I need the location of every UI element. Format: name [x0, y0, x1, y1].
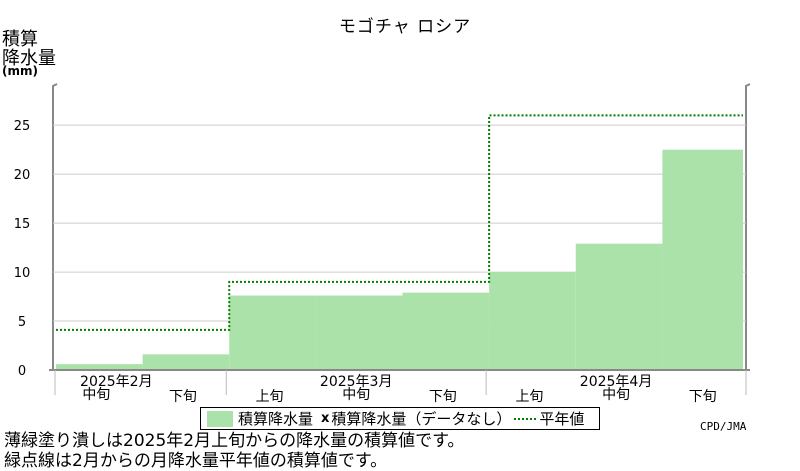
note-line-1: 薄緑塗り潰しは2025年2月上旬からの降水量の積算値です。	[4, 431, 465, 451]
credit-label: CPD/JMA	[700, 420, 747, 433]
bar-0	[56, 364, 143, 370]
x-tick-label-0: 中旬	[82, 387, 110, 403]
y-axis-label-line-2: 降水量	[2, 48, 56, 69]
x-tick-label-4: 下旬	[429, 389, 457, 405]
legend-marker-no-data: x	[321, 411, 330, 426]
month-label-2: 2025年4月	[580, 374, 653, 390]
y-tick-label-10: 10	[14, 266, 31, 281]
plot-frame-right	[745, 83, 751, 370]
legend: 積算降水量 x 積算降水量（データなし） 平年値	[200, 407, 600, 430]
x-tick-label-5: 上旬	[515, 389, 543, 405]
bar-4	[402, 292, 490, 370]
month-label-0: 2025年2月	[80, 374, 153, 390]
y-tick-label-5: 5	[18, 315, 26, 330]
y-axis-label-line-1: 積算	[2, 29, 38, 50]
note-line-2: 緑点線は2月からの月降水量平年値の積算値です。	[4, 451, 388, 471]
bar-6	[575, 243, 663, 370]
x-tick-label-6: 中旬	[602, 387, 630, 403]
bar-5	[489, 272, 576, 370]
y-axis-unit: (mm)	[2, 64, 38, 78]
y-tick-label-25: 25	[14, 119, 31, 134]
y-tick-label-15: 15	[14, 217, 31, 232]
bar-7	[662, 149, 743, 370]
x-tick-label-1: 下旬	[169, 389, 197, 405]
chart-title: モゴチャ ロシア	[338, 17, 472, 37]
bar-2	[229, 295, 316, 370]
x-tick-label-3: 中旬	[342, 387, 370, 403]
legend-swatch-normal-line	[514, 417, 537, 420]
legend-label-normal: 平年値	[539, 410, 585, 428]
y-tick-label-0: 0	[18, 364, 26, 379]
plot-frame-left	[52, 83, 58, 370]
legend-label-accumulated: 積算降水量	[238, 410, 314, 428]
bar-3	[315, 295, 403, 370]
legend-swatch-bar	[207, 410, 233, 427]
x-tick-label-7: 下旬	[689, 389, 717, 405]
bar-1	[142, 354, 230, 370]
y-tick-label-20: 20	[14, 168, 31, 183]
month-label-1: 2025年3月	[320, 374, 393, 390]
legend-label-no-data: 積算降水量（データなし）	[331, 410, 512, 428]
normal-step-line	[56, 114, 743, 331]
x-tick-label-2: 上旬	[256, 389, 284, 405]
